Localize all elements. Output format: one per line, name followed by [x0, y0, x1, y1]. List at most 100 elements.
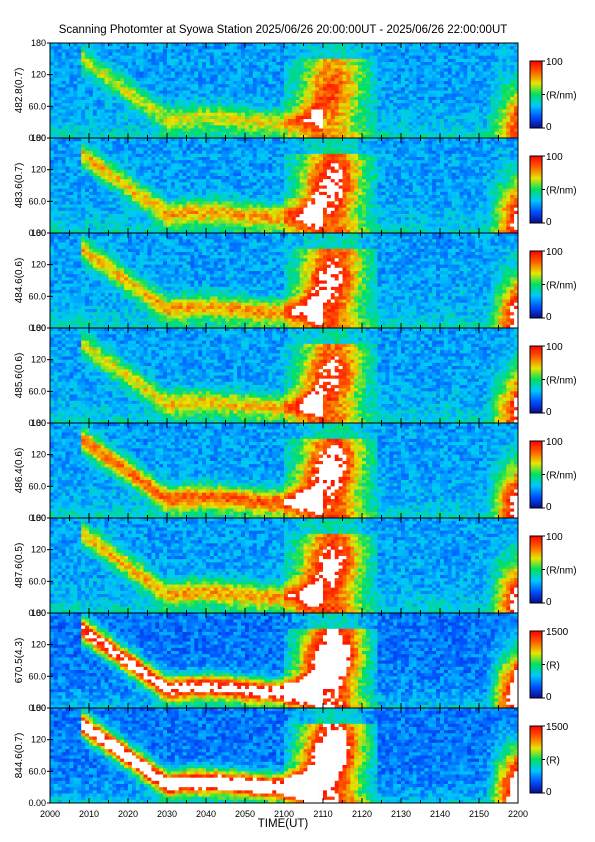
heatmap-cell	[330, 103, 335, 107]
heatmap-cell	[373, 103, 378, 107]
heatmap-cell	[447, 81, 452, 85]
heatmap-cell	[237, 103, 242, 107]
heatmap-cell	[381, 87, 386, 91]
heatmap-cell	[190, 109, 195, 113]
heatmap-cell	[131, 195, 137, 199]
heatmap-cell	[319, 134, 324, 139]
heatmap-cell	[92, 109, 98, 113]
heatmap-cell	[116, 52, 121, 56]
heatmap-cell	[143, 188, 148, 193]
heatmap-cell	[319, 96, 324, 101]
heatmap-cell	[354, 77, 359, 82]
heatmap-cell	[77, 65, 82, 69]
heatmap-cell	[182, 220, 187, 224]
heatmap-cell	[334, 125, 339, 129]
heatmap-cell	[404, 49, 410, 53]
heatmap-cell	[167, 229, 172, 234]
heatmap-cell	[373, 49, 378, 53]
heatmap-cell	[96, 77, 101, 82]
heatmap-cell	[280, 90, 285, 94]
heatmap-cell	[120, 207, 125, 212]
heatmap-cell	[447, 65, 452, 69]
heatmap-cell	[381, 81, 386, 85]
heatmap-cell	[57, 109, 62, 113]
heatmap-cell	[209, 96, 215, 101]
heatmap-cell	[124, 87, 129, 91]
heatmap-cell	[486, 49, 491, 53]
heatmap-cell	[178, 172, 183, 177]
heatmap-cell	[73, 204, 78, 208]
heatmap-cell	[159, 163, 164, 167]
heatmap-cell	[73, 191, 78, 196]
heatmap-cell	[326, 90, 332, 94]
heatmap-cell	[299, 49, 304, 53]
heatmap-cell	[139, 191, 144, 196]
heatmap-cell	[100, 217, 105, 221]
heatmap-cell	[85, 93, 90, 98]
heatmap-cell	[467, 128, 472, 132]
heatmap-cell	[198, 204, 203, 208]
heatmap-cell	[287, 109, 293, 113]
heatmap-cell	[237, 77, 242, 82]
heatmap-cell	[350, 62, 355, 66]
heatmap-cell	[463, 122, 468, 126]
heatmap-cell	[131, 169, 137, 174]
heatmap-cell	[209, 153, 215, 158]
heatmap-cell	[120, 214, 125, 218]
heatmap-cell	[381, 62, 386, 66]
heatmap-cell	[482, 71, 488, 75]
heatmap-cell	[147, 96, 152, 101]
heatmap-cell	[510, 93, 515, 98]
heatmap-cell	[248, 62, 254, 66]
heatmap-cell	[213, 153, 218, 158]
heatmap-cell	[334, 106, 339, 110]
heatmap-cell	[502, 58, 507, 63]
heatmap-cell	[143, 229, 148, 234]
heatmap-cell	[440, 87, 445, 91]
heatmap-cell	[147, 147, 152, 151]
heatmap-cell	[65, 160, 70, 164]
heatmap-cell	[69, 182, 74, 186]
heatmap-cell	[69, 81, 74, 85]
heatmap-cell	[252, 81, 257, 85]
heatmap-cell	[471, 119, 476, 123]
heatmap-cell	[182, 112, 187, 117]
heatmap-cell	[373, 77, 378, 82]
heatmap-cell	[65, 106, 70, 110]
heatmap-cell	[498, 49, 503, 53]
heatmap-cell	[104, 112, 109, 117]
heatmap-cell	[237, 87, 242, 91]
heatmap-cell	[506, 122, 511, 126]
heatmap-cell	[89, 87, 94, 91]
heatmap-cell	[229, 119, 234, 123]
heatmap-cell	[128, 84, 133, 88]
heatmap-cell	[393, 87, 398, 91]
heatmap-cell	[346, 96, 351, 101]
heatmap-cell	[260, 119, 265, 123]
heatmap-cell	[198, 210, 203, 215]
heatmap-cell	[459, 43, 464, 47]
heatmap-cell	[209, 157, 215, 161]
heatmap-cell	[89, 125, 94, 129]
heatmap-cell	[178, 141, 183, 145]
heatmap-cell	[217, 220, 222, 224]
heatmap-cell	[159, 43, 164, 47]
heatmap-cell	[104, 90, 109, 94]
heatmap-cell	[108, 77, 113, 82]
heatmap-cell	[57, 207, 62, 212]
heatmap-cell	[100, 163, 105, 167]
heatmap-cell	[506, 68, 511, 72]
heatmap-cell	[139, 144, 144, 148]
heatmap-cell	[369, 58, 374, 63]
heatmap-cell	[186, 226, 191, 231]
heatmap-cell	[213, 71, 218, 75]
heatmap-cell	[202, 128, 207, 132]
heatmap-cell	[494, 115, 499, 120]
heatmap-cell	[92, 65, 98, 69]
heatmap-cell	[272, 125, 277, 129]
heatmap-cell	[174, 147, 179, 151]
heatmap-cell	[404, 125, 410, 129]
heatmap-cell	[237, 134, 242, 139]
heatmap-cell	[299, 84, 304, 88]
heatmap-cell	[486, 77, 491, 82]
